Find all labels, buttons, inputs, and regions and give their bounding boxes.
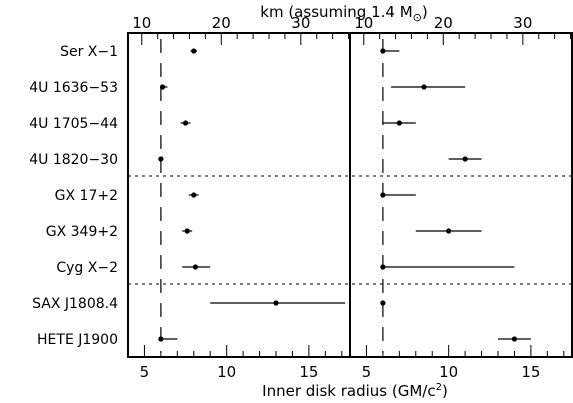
- data-point-0-4: [191, 192, 197, 198]
- data-point-1-6: [380, 264, 386, 270]
- data-point-0-0: [191, 48, 197, 54]
- data-point-0-5: [184, 228, 190, 234]
- data-point-1-7: [380, 300, 386, 306]
- top-tick-label-0-1: 20: [212, 14, 231, 32]
- bottom-tick-label-1-0: 5: [362, 363, 372, 381]
- data-point-0-3: [158, 156, 164, 162]
- source-label-3: 4U 1820−30: [29, 152, 118, 168]
- source-label-5: GX 349+2: [46, 224, 118, 240]
- bottom-tick-label-1-2: 15: [521, 363, 540, 381]
- source-label-6: Cyg X−2: [56, 260, 118, 276]
- data-point-1-1: [421, 84, 427, 90]
- data-point-0-1: [159, 84, 166, 90]
- data-point-1-2: [396, 120, 402, 126]
- data-point-1-0: [380, 48, 386, 54]
- data-point-0-7: [273, 300, 279, 306]
- source-label-8: HETE J1900: [37, 332, 118, 348]
- data-points: [158, 48, 531, 342]
- top-tick-label-0-2: 30: [291, 14, 310, 32]
- source-label-7: SAX J1808.4: [32, 296, 118, 312]
- top-tick-label-1-2: 30: [513, 14, 532, 32]
- bottom-tick-label-0-0: 5: [140, 363, 150, 381]
- data-point-0-8: [158, 336, 164, 342]
- source-label-2: 4U 1705−44: [29, 116, 118, 132]
- top-axis-title: km (assuming 1.4 M⊙): [260, 3, 427, 24]
- data-point-1-5: [446, 228, 452, 234]
- data-point-1-4: [380, 192, 386, 198]
- source-label-4: GX 17+2: [55, 188, 118, 204]
- source-label-1: 4U 1636−53: [29, 80, 118, 96]
- source-label-0: Ser X−1: [60, 44, 118, 60]
- top-tick-label-0-0: 10: [132, 14, 151, 32]
- data-point-0-6: [192, 264, 199, 270]
- data-point-1-3: [462, 156, 468, 162]
- data-point-0-2: [182, 120, 189, 126]
- bottom-tick-label-0-2: 15: [299, 363, 318, 381]
- data-point-1-8: [511, 336, 518, 342]
- axis-ticks: 5 10 15 10 20 30 5 10 15 10 20 30: [127, 14, 572, 381]
- bottom-axis-title: Inner disk radius (GM/c2): [262, 382, 448, 400]
- bottom-tick-label-0-1: 10: [217, 363, 236, 381]
- bottom-tick-label-1-1: 10: [439, 363, 458, 381]
- top-tick-label-1-1: 20: [434, 14, 453, 32]
- top-tick-label-1-0: 10: [354, 14, 373, 32]
- source-labels: Ser X−1 4U 1636−53 4U 1705−44 4U 1820−30 GX …: [29, 44, 118, 348]
- plot-frame: [127, 32, 573, 358]
